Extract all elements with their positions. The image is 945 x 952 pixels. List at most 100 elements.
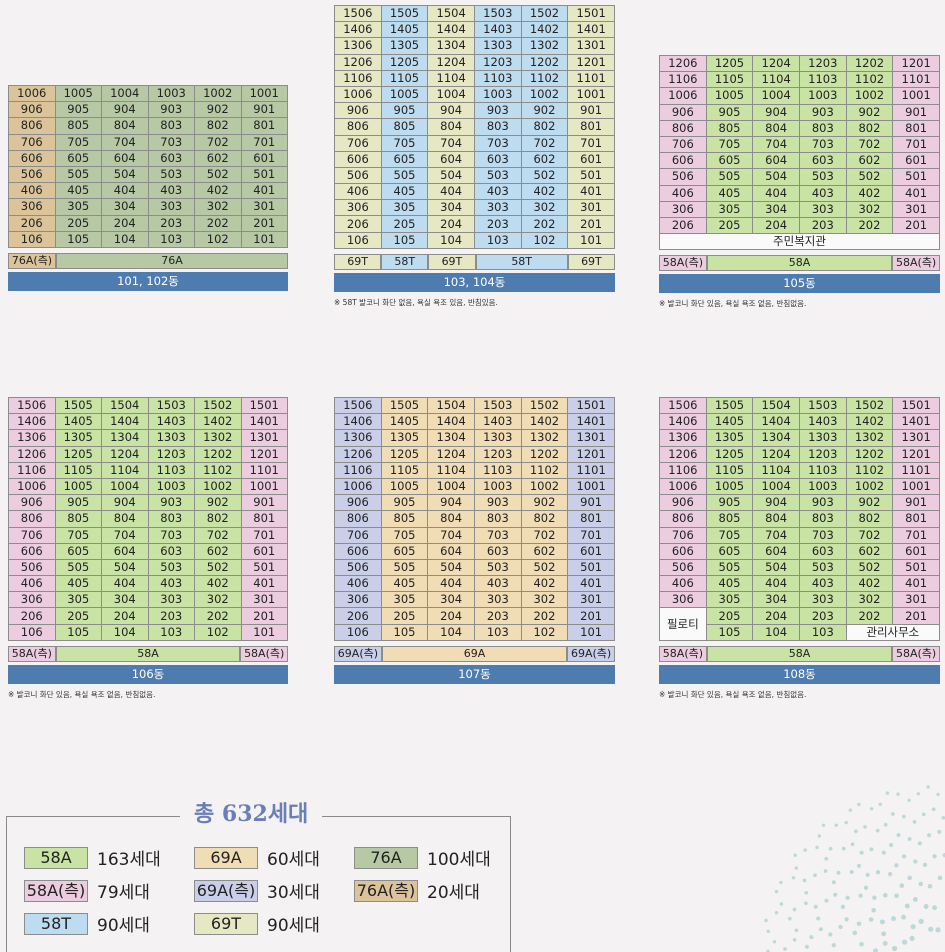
unit-cell: 1105 (54, 461, 102, 479)
decorative-dot (817, 834, 822, 838)
unit-cell: 704 (101, 526, 149, 544)
unit-cell: 904 (427, 102, 475, 120)
unit-cell: 1305 (380, 429, 429, 447)
unit-cell: 1206 (8, 445, 56, 463)
unit-cell: 904 (752, 494, 800, 512)
unit-cell: 1402 (520, 21, 569, 39)
decorative-dot (921, 812, 926, 817)
unit-cell: 603 (473, 542, 522, 560)
unit-cell: 803 (147, 117, 195, 135)
unit-cell: 1202 (520, 445, 569, 463)
unit-cell: 605 (705, 152, 754, 170)
unit-cell: 501 (567, 558, 615, 577)
unit-cell: 102 (194, 230, 242, 248)
unit-cell: 102 (520, 231, 569, 249)
unit-cell: 305 (380, 591, 429, 609)
unit-cell: 401 (892, 184, 940, 202)
unit-cell: 303 (473, 199, 522, 217)
unit-cell: 1304 (101, 429, 149, 447)
unit-cell: 1201 (567, 53, 615, 71)
unit-cell: 404 (752, 575, 800, 593)
unit-cell: 1204 (427, 445, 475, 463)
building-note: ※ 발코니 화단 있음, 욕실 욕조 없음, 반침없음. (8, 689, 156, 699)
unit-cell: 1304 (427, 429, 475, 447)
unit-cell: 606 (334, 542, 382, 560)
floor-row: 106 105 104 103 102 101 (8, 623, 288, 641)
unit-cell: 1101 (567, 69, 615, 87)
unit-cell: 702 (194, 526, 242, 544)
unit-cell: 1303 (473, 37, 522, 55)
decorative-dot (816, 916, 821, 921)
decorative-dot (918, 918, 924, 924)
unit-cell: 1305 (705, 429, 754, 447)
unit-cell: 903 (473, 102, 522, 120)
unit-cell: 1201 (892, 445, 940, 463)
unit-type-segment: 58A(측) (659, 255, 707, 272)
unit-cell: 201 (567, 607, 615, 625)
unit-cell: 406 (8, 575, 56, 593)
decorative-dot (858, 893, 863, 898)
floor-row: 606 605 604 603 602 601 (8, 542, 288, 560)
decorative-dot (879, 919, 885, 925)
unit-cell: 1504 (427, 4, 475, 23)
decorative-dot (878, 802, 882, 806)
unit-cell: 704 (427, 134, 475, 152)
unit-cell: 1403 (147, 413, 195, 431)
unit-cell: 1203 (798, 445, 847, 463)
decorative-dot (831, 880, 836, 885)
unit-type-bar: 58A(측) 58A 58A(측) (659, 645, 940, 662)
unit-cell: 1006 (659, 477, 707, 496)
unit-cell: 302 (520, 591, 569, 609)
unit-cell: 303 (147, 198, 195, 216)
floor-row: 706 705 704 703 702 701 (8, 133, 288, 151)
unit-cell: 804 (101, 510, 149, 528)
unit-cell: 202 (194, 214, 242, 232)
unit-cell: 701 (567, 134, 615, 152)
floor-row: 306 305 304 303 302 301 (659, 200, 940, 218)
unit-cell: 604 (427, 150, 475, 168)
unit-cell: 1503 (798, 396, 847, 415)
unit-cell: 702 (845, 526, 894, 544)
unit-cell: 504 (752, 558, 800, 577)
unit-cell: 705 (380, 134, 429, 152)
unit-table: 1506 1505 1504 1503 1502 1501 1406 1405 1404 1403… (8, 396, 288, 641)
decorative-dot (844, 820, 848, 825)
unit-cell: 206 (8, 607, 56, 625)
unit-type-segment: 58A (706, 645, 893, 662)
unit-cell: 1505 (54, 396, 102, 415)
unit-cell: 303 (147, 591, 195, 609)
decorative-dot (857, 863, 861, 868)
unit-cell: 1502 (194, 396, 242, 415)
unit-cell: 306 (8, 198, 56, 216)
unit-cell: 1003 (473, 85, 522, 104)
floor-row: 1206 1205 1204 1203 1202 1201 (659, 445, 940, 463)
unit-cell: 602 (845, 152, 894, 170)
unit-cell: 703 (473, 526, 522, 544)
unit-cell: 1306 (8, 429, 56, 447)
unit-cell: 1001 (892, 477, 940, 496)
decorative-dot (793, 853, 797, 857)
unit-cell: 601 (892, 542, 940, 560)
unit-cell: 803 (798, 119, 847, 137)
unit-cell: 505 (54, 558, 102, 577)
unit-cell: 1104 (427, 461, 475, 479)
decorative-dot (927, 883, 933, 889)
unit-cell: 103 (147, 623, 195, 641)
unit-cell: 902 (194, 494, 242, 512)
unit-cell: 105 (54, 230, 102, 248)
unit-cell: 1106 (334, 69, 382, 87)
unit-table: 1506 1505 1504 1503 1502 1501 1406 1405 1404 1403… (659, 396, 941, 641)
decorative-dot (889, 843, 894, 847)
unit-cell: 906 (334, 494, 382, 512)
unit-cell: 404 (427, 575, 475, 593)
unit-cell: 902 (845, 103, 894, 121)
unit-cell: 301 (240, 591, 288, 609)
unit-cell: 1105 (380, 69, 429, 87)
floor-row: 606 605 604 603 602 601 (659, 542, 940, 560)
unit-cell: 1006 (659, 87, 707, 105)
unit-cell: 203 (473, 607, 522, 625)
unit-cell: 101 (240, 230, 288, 248)
unit-cell: 1303 (147, 429, 195, 447)
unit-type-segment: 69T (334, 253, 382, 270)
unit-cell: 405 (54, 575, 102, 593)
